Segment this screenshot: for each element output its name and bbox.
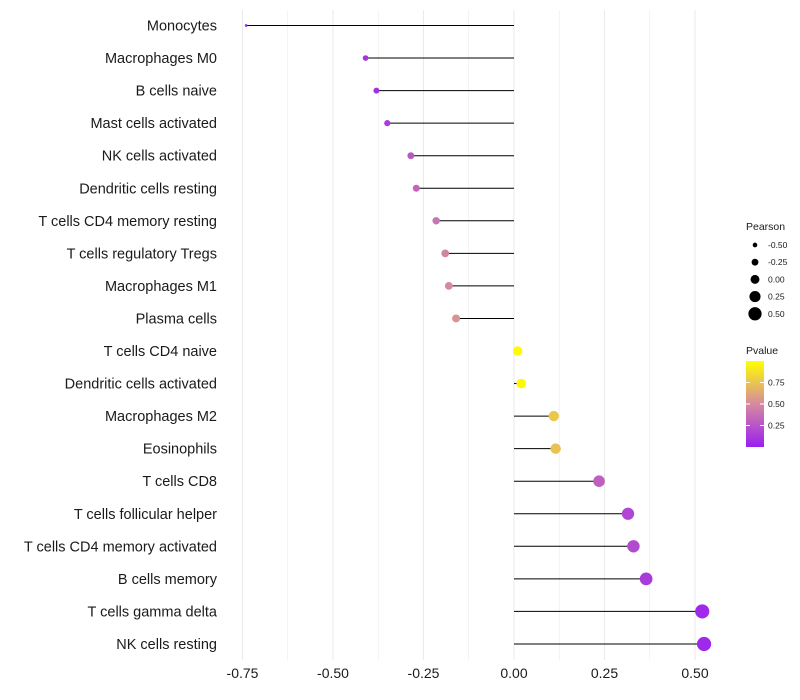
category-label: T cells CD4 naive [104, 344, 217, 360]
lollipop-point [548, 410, 560, 422]
category-label: B cells memory [118, 572, 218, 588]
lollipop-point [362, 55, 369, 61]
category-label: Dendritic cells activated [65, 377, 217, 393]
lollipop-point [695, 604, 710, 619]
x-tick-label: -0.50 [317, 665, 349, 681]
pearson-legend-key [751, 258, 759, 266]
lollipop-point [412, 184, 420, 192]
category-label: Monocytes [147, 19, 217, 35]
lollipop-point [432, 217, 440, 225]
pvalue-legend-label: 0.50 [768, 399, 785, 409]
x-tick-label: 0.25 [591, 665, 618, 681]
lollipop-point [696, 636, 712, 652]
pearson-legend-label: 0.50 [768, 309, 785, 319]
lollipop-points [244, 24, 712, 652]
x-tick-label: 0.50 [681, 665, 708, 681]
lollipop-point [444, 282, 453, 290]
lollipop-point [407, 152, 415, 160]
category-label: T cells CD4 memory resting [38, 214, 217, 230]
pearson-legend-key [748, 307, 762, 321]
category-label: T cells CD4 memory activated [24, 539, 217, 555]
pvalue-colorbar [746, 361, 764, 447]
category-label: Macrophages M1 [105, 279, 217, 295]
category-label: Eosinophils [143, 442, 217, 458]
category-label: Plasma cells [136, 311, 217, 327]
category-label: B cells naive [136, 84, 217, 100]
pearson-legend-label: -0.50 [768, 240, 788, 250]
x-tick-label: -0.25 [408, 665, 440, 681]
category-label: T cells regulatory Tregs [67, 246, 217, 262]
pearson-legend-label: -0.25 [768, 257, 788, 267]
lollipop-point [512, 346, 523, 356]
lollipop-point [452, 314, 461, 323]
pearson-legend-label: 0.25 [768, 292, 785, 302]
category-label: NK cells activated [102, 149, 217, 165]
pearson-legend-key [749, 291, 761, 303]
lollipop-point [441, 249, 450, 258]
lollipop-point [244, 24, 248, 27]
category-label: NK cells resting [116, 637, 217, 653]
category-label: T cells CD8 [142, 474, 217, 490]
grid-lines [241, 10, 696, 660]
x-tick-label: -0.75 [227, 665, 259, 681]
lollipop-point [621, 507, 635, 520]
lollipop-point [639, 572, 653, 586]
pvalue-legend-title: Pvalue [746, 345, 778, 357]
pearson-legend-label: 0.00 [768, 274, 785, 284]
lollipop-point [593, 475, 605, 487]
pearson-legend-key [752, 242, 758, 248]
category-label: Macrophages M0 [105, 51, 217, 67]
lollipop-point [384, 120, 391, 127]
pvalue-color-legend: Pvalue 0.25 0.50 0.75 [746, 345, 785, 447]
lollipop-point [550, 443, 561, 454]
lollipop-point [516, 378, 527, 389]
pvalue-legend-label: 0.25 [768, 421, 785, 431]
pearson-legend-key [750, 274, 760, 284]
pvalue-legend-label: 0.75 [768, 378, 785, 388]
pearson-size-legend: Pearson -0.50 -0.25 0.00 0.25 0.50 [746, 221, 788, 321]
y-axis-category-labels: Monocytes Macrophages M0 B cells naive Mast… [24, 19, 218, 653]
category-label: T cells follicular helper [74, 507, 217, 523]
lollipop-point [627, 540, 640, 553]
category-label: Macrophages M2 [105, 409, 217, 425]
x-tick-label: 0.00 [500, 665, 527, 681]
category-label: T cells gamma delta [88, 604, 218, 620]
pearson-legend-title: Pearson [746, 221, 785, 233]
category-label: Dendritic cells resting [79, 181, 217, 197]
x-axis-tick-labels: -0.75 -0.50 -0.25 0.00 0.25 0.50 [227, 665, 709, 681]
lollipop-point [373, 87, 380, 94]
category-label: Mast cells activated [90, 116, 217, 132]
